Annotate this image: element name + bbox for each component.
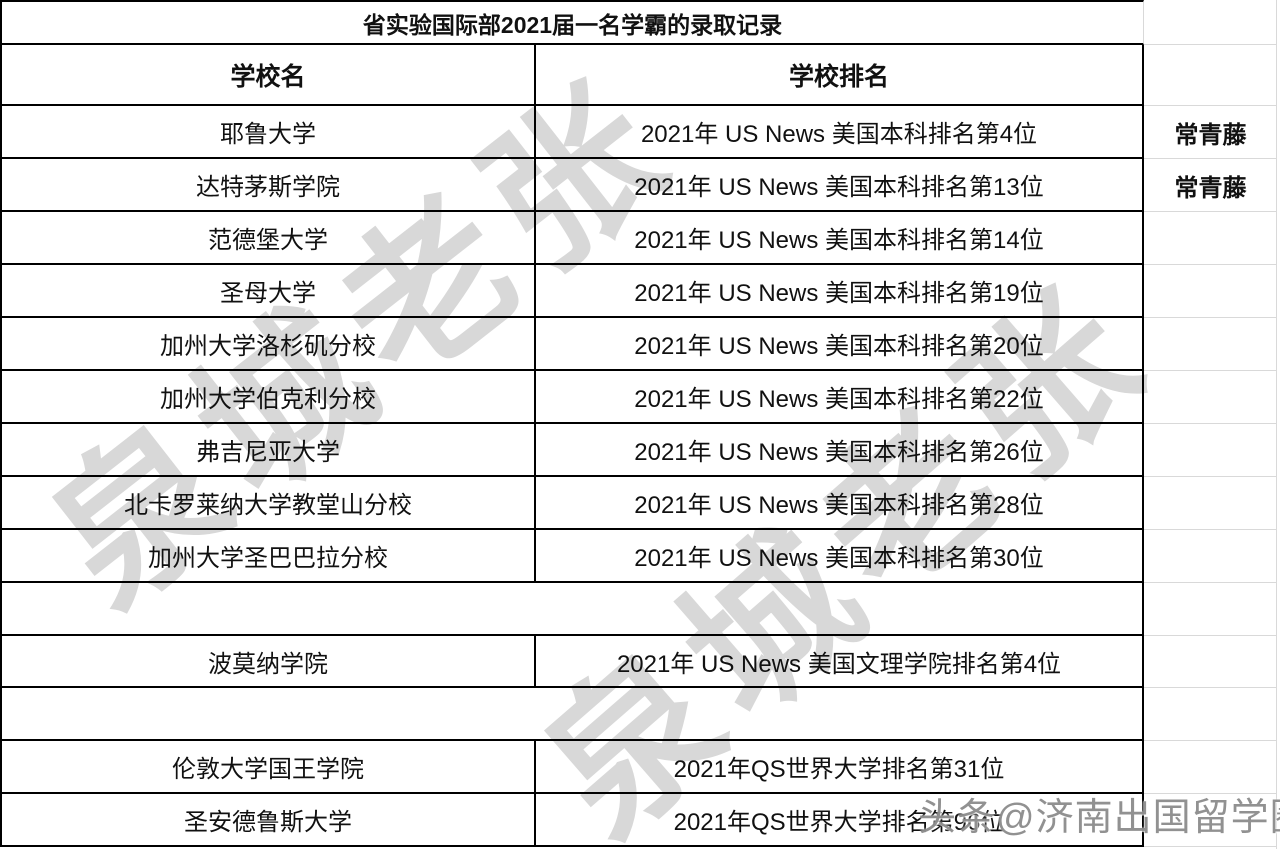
table-title: 省实验国际部2021届一名学霸的录取记录 (362, 11, 783, 38)
ivy-league-tag: 常青藤 (1144, 106, 1277, 159)
strip-cell (1144, 688, 1277, 741)
strip-cell (1144, 636, 1277, 688)
table-row: 伦敦大学国王学院 2021年QS世界大学排名第31位 (0, 741, 1144, 794)
table-row: 范德堡大学 2021年 US News 美国本科排名第14位 (0, 212, 1144, 265)
school-ranking-cell: 2021年 US News 美国本科排名第28位 (634, 492, 1044, 519)
strip-cell (1144, 477, 1277, 530)
school-name-cell: 伦敦大学国王学院 (2, 741, 536, 792)
school-name-cell: 加州大学洛杉矶分校 (2, 318, 536, 369)
school-name-cell: 圣安德鲁斯大学 (2, 794, 536, 845)
admission-record-table: 省实验国际部2021届一名学霸的录取记录 学校名 学校排名 耶鲁大学 2021年… (0, 0, 1144, 847)
school-name-cell: 加州大学圣巴巴拉分校 (2, 530, 536, 581)
strip-cell (1144, 0, 1277, 45)
school-name-cell: 达特茅斯学院 (2, 159, 536, 210)
header-school-ranking: 学校排名 (788, 62, 889, 91)
strip-cell (1144, 583, 1277, 636)
school-ranking-cell: 2021年 US News 美国本科排名第19位 (634, 280, 1044, 307)
strip-cell (1144, 265, 1277, 318)
table-row: 圣母大学 2021年 US News 美国本科排名第19位 (0, 265, 1144, 318)
table-header-row: 学校名 学校排名 (0, 45, 1144, 106)
strip-cell (1144, 424, 1277, 477)
school-ranking-cell: 2021年 US News 美国本科排名第26位 (634, 439, 1044, 466)
empty-cell (2, 583, 1142, 634)
school-ranking-cell: 2021年 US News 美国本科排名第4位 (640, 121, 1038, 148)
header-school-name: 学校名 (2, 45, 536, 104)
strip-cell (1144, 371, 1277, 424)
empty-cell (2, 688, 1142, 739)
school-ranking-cell: 2021年QS世界大学排名第96位 (673, 809, 1005, 836)
strip-cell (1144, 530, 1277, 583)
school-ranking-cell: 2021年 US News 美国本科排名第20位 (634, 333, 1044, 360)
strip-cell (1144, 741, 1277, 794)
school-name-cell: 波莫纳学院 (2, 636, 536, 686)
table-title-row: 省实验国际部2021届一名学霸的录取记录 (0, 0, 1144, 45)
table-row: 达特茅斯学院 2021年 US News 美国本科排名第13位 (0, 159, 1144, 212)
table-row: 耶鲁大学 2021年 US News 美国本科排名第4位 (0, 106, 1144, 159)
table-row: 北卡罗莱纳大学教堂山分校 2021年 US News 美国本科排名第28位 (0, 477, 1144, 530)
school-name-cell: 弗吉尼亚大学 (2, 424, 536, 475)
strip-cell (1144, 45, 1277, 106)
table-row: 圣安德鲁斯大学 2021年QS世界大学排名第96位 (0, 794, 1144, 847)
empty-spacer-row (0, 583, 1144, 636)
school-name-cell: 北卡罗莱纳大学教堂山分校 (2, 477, 536, 528)
strip-cell (1144, 212, 1277, 265)
table-row: 弗吉尼亚大学 2021年 US News 美国本科排名第26位 (0, 424, 1144, 477)
school-ranking-cell: 2021年 US News 美国本科排名第30位 (634, 545, 1044, 572)
table-row: 波莫纳学院 2021年 US News 美国文理学院排名第4位 (0, 636, 1144, 688)
ivy-league-tag: 常青藤 (1144, 159, 1277, 212)
table-row: 加州大学圣巴巴拉分校 2021年 US News 美国本科排名第30位 (0, 530, 1144, 583)
school-name-cell: 圣母大学 (2, 265, 536, 316)
gridline-vertical (1276, 0, 1277, 849)
school-ranking-cell: 2021年QS世界大学排名第31位 (673, 756, 1005, 783)
school-ranking-cell: 2021年 US News 美国文理学院排名第4位 (616, 650, 1062, 678)
side-gridline-strip: 常青藤 常青藤 (1144, 0, 1277, 847)
strip-cell (1144, 318, 1277, 371)
empty-spacer-row (0, 688, 1144, 741)
table-row: 加州大学伯克利分校 2021年 US News 美国本科排名第22位 (0, 371, 1144, 424)
strip-cell (1144, 794, 1277, 847)
school-name-cell: 耶鲁大学 (2, 106, 536, 157)
school-name-cell: 加州大学伯克利分校 (2, 371, 536, 422)
school-name-cell: 范德堡大学 (2, 212, 536, 263)
school-ranking-cell: 2021年 US News 美国本科排名第22位 (634, 386, 1044, 413)
school-ranking-cell: 2021年 US News 美国本科排名第13位 (634, 174, 1044, 201)
table-row: 加州大学洛杉矶分校 2021年 US News 美国本科排名第20位 (0, 318, 1144, 371)
school-ranking-cell: 2021年 US News 美国本科排名第14位 (634, 227, 1044, 254)
